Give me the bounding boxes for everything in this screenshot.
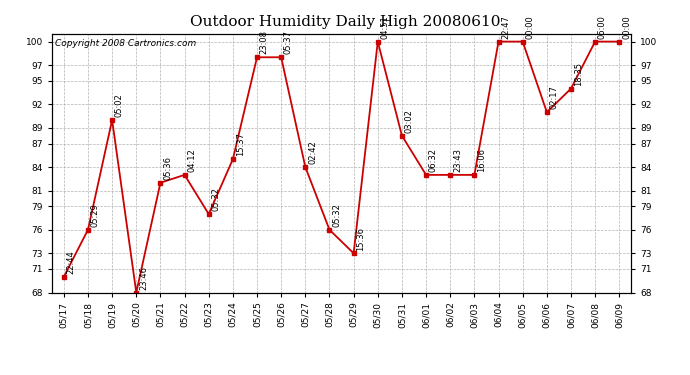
Text: 00:00: 00:00: [526, 15, 535, 39]
Text: 02:17: 02:17: [550, 86, 559, 109]
Text: 05:32: 05:32: [333, 203, 342, 227]
Text: 23:46: 23:46: [139, 266, 148, 290]
Text: 04:12: 04:12: [188, 148, 197, 172]
Text: Outdoor Humidity Daily High 20080610: Outdoor Humidity Daily High 20080610: [190, 15, 500, 29]
Text: 05:36: 05:36: [164, 156, 172, 180]
Text: 04:51: 04:51: [381, 15, 390, 39]
Text: 05:32: 05:32: [212, 188, 221, 211]
Text: 00:00: 00:00: [622, 15, 631, 39]
Text: 05:37: 05:37: [284, 30, 293, 54]
Text: 22:47: 22:47: [502, 15, 511, 39]
Text: 23:08: 23:08: [260, 30, 269, 54]
Text: 22:44: 22:44: [67, 250, 76, 274]
Text: 18:35: 18:35: [574, 62, 583, 86]
Text: 02:42: 02:42: [308, 141, 317, 164]
Text: 23:43: 23:43: [453, 148, 462, 172]
Text: 16:06: 16:06: [477, 148, 486, 172]
Text: 06:32: 06:32: [429, 148, 438, 172]
Text: 03:02: 03:02: [405, 109, 414, 133]
Text: 05:02: 05:02: [115, 93, 124, 117]
Text: 15:37: 15:37: [236, 132, 245, 156]
Text: Copyright 2008 Cartronics.com: Copyright 2008 Cartronics.com: [55, 39, 196, 48]
Text: 05:29: 05:29: [91, 203, 100, 227]
Text: 06:00: 06:00: [598, 15, 607, 39]
Text: 15:36: 15:36: [357, 226, 366, 251]
